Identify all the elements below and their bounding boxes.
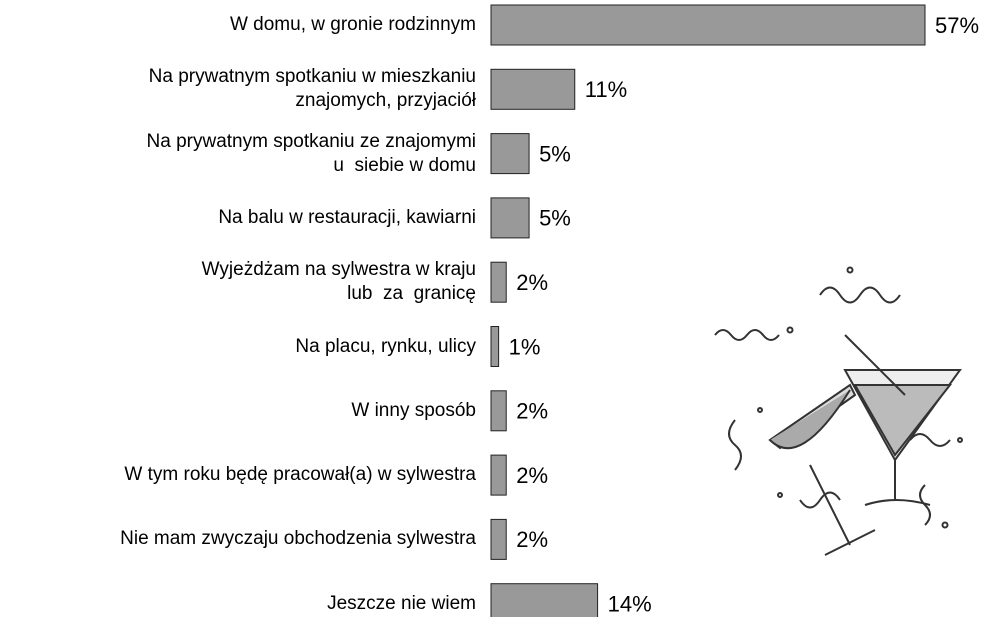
category-label: W domu, w gronie rodzinnym: [230, 13, 476, 37]
value-label: 2%: [516, 527, 548, 552]
page: {"chart_data": {"type": "bar", "orientat…: [0, 0, 995, 617]
bar: [491, 134, 529, 174]
category-label: Na placu, rynku, ulicy: [295, 335, 476, 359]
category-label: W tym roku będę pracował(a) w sylwestra: [124, 463, 476, 487]
value-label: 11%: [585, 77, 627, 102]
value-label: 5%: [539, 141, 571, 166]
value-label: 2%: [516, 399, 548, 424]
bar: [491, 262, 506, 302]
category-label: Nie mam zwyczaju obchodzenia sylwestra: [120, 527, 476, 551]
value-label: 2%: [516, 270, 548, 295]
bar: [491, 519, 506, 559]
category-label: Wyjeżdżam na sylwestra w kraju lub za gr…: [202, 258, 476, 306]
category-label: Na prywatnym spotkaniu w mieszkaniu znaj…: [149, 65, 476, 113]
bar: [491, 69, 575, 109]
bar: [491, 584, 598, 617]
cocktail-illustration: [715, 268, 962, 556]
category-label: Na prywatnym spotkaniu ze znajomymi u si…: [147, 130, 476, 178]
category-label: W inny sposób: [351, 399, 476, 423]
bar: [491, 327, 499, 367]
value-label: 1%: [509, 334, 541, 359]
bar: [491, 198, 529, 238]
value-label: 5%: [539, 206, 571, 231]
bar: [491, 5, 925, 45]
value-label: 2%: [516, 463, 548, 488]
bar: [491, 455, 506, 495]
value-label: 14%: [608, 592, 652, 617]
category-label: Na balu w restauracji, kawiarni: [218, 206, 476, 230]
category-label: Jeszcze nie wiem: [327, 592, 476, 616]
value-label: 57%: [935, 13, 979, 38]
bar: [491, 391, 506, 431]
